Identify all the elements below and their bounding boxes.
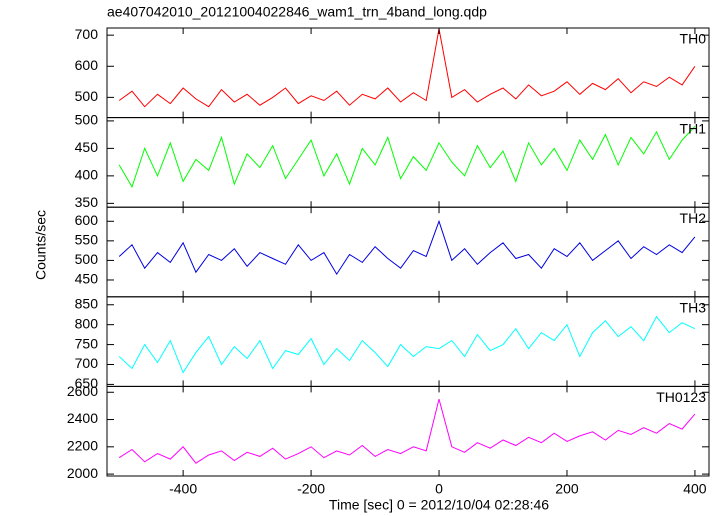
y-tick-label: 750 xyxy=(75,335,99,351)
y-tick-label: 700 xyxy=(75,26,99,42)
y-tick-label: 850 xyxy=(75,295,99,311)
y-tick-label: 400 xyxy=(75,167,99,183)
data-line xyxy=(118,315,696,374)
y-axis-label: Counts/sec xyxy=(33,210,49,280)
panel-label: TH0 xyxy=(680,31,707,47)
panel-frame xyxy=(106,385,710,477)
y-tick-label: 450 xyxy=(75,139,99,155)
y-tick-label: 2400 xyxy=(67,410,98,426)
y-tick-label: 2200 xyxy=(67,438,98,454)
chart-title: ae407042010_20121004022846_wam1_trn_4ban… xyxy=(107,4,487,20)
y-tick-label: 550 xyxy=(75,232,99,248)
panel-label: TH3 xyxy=(680,300,707,316)
y-tick-label: 500 xyxy=(75,112,99,128)
x-tick-label: 200 xyxy=(555,481,579,497)
data-line xyxy=(118,126,696,189)
panel-label: TH1 xyxy=(680,120,707,136)
y-tick-label: 350 xyxy=(75,194,99,210)
y-tick-label: 650 xyxy=(75,375,99,391)
x-tick-label: -200 xyxy=(297,481,325,497)
y-tick-label: 800 xyxy=(75,315,99,331)
y-tick-label: 500 xyxy=(75,251,99,267)
x-axis-label: Time [sec] 0 = 2012/10/04 02:28:46 xyxy=(329,497,549,513)
panel-frame xyxy=(106,206,710,298)
y-tick-label: 600 xyxy=(75,212,99,228)
y-tick-label: 500 xyxy=(75,88,99,104)
panel-frame xyxy=(106,117,710,208)
y-tick-label: 600 xyxy=(75,57,99,73)
data-line xyxy=(118,28,696,108)
panel-label: TH2 xyxy=(680,210,707,226)
panel-frame xyxy=(106,296,710,387)
data-line xyxy=(118,398,696,464)
y-tick-label: 700 xyxy=(75,355,99,371)
x-tick-label: -400 xyxy=(169,481,197,497)
x-tick-label: 0 xyxy=(435,481,443,497)
y-tick-label: 450 xyxy=(75,271,99,287)
y-tick-label: 2600 xyxy=(67,383,98,399)
panel-frame xyxy=(106,27,710,119)
x-tick-label: 400 xyxy=(683,481,707,497)
data-line xyxy=(118,219,696,276)
panel-label: TH0123 xyxy=(656,389,706,405)
y-tick-label: 2000 xyxy=(67,465,98,481)
